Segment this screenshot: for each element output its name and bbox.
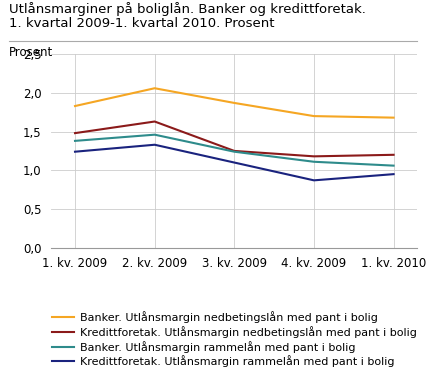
Banker. Utlånsmargin rammelån med pant i bolig — [152, 132, 157, 137]
Kredittforetak. Utlånsmargin nedbetingslån med pant i bolig — [72, 131, 78, 135]
Text: Prosent: Prosent — [9, 46, 53, 59]
Kredittforetak. Utlånsmargin nedbetingslån med pant i bolig — [152, 119, 157, 124]
Banker. Utlånsmargin nedbetingslån med pant i bolig — [72, 104, 78, 108]
Banker. Utlånsmargin rammelån med pant i bolig — [311, 159, 317, 164]
Text: Utlånsmarginer på boliglån. Banker og kredittforetak.: Utlånsmarginer på boliglån. Banker og kr… — [9, 2, 366, 16]
Kredittforetak. Utlånsmargin rammelån med pant i bolig — [72, 149, 78, 154]
Banker. Utlånsmargin nedbetingslån med pant i bolig — [311, 114, 317, 118]
Line: Kredittforetak. Utlånsmargin rammelån med pant i bolig: Kredittforetak. Utlånsmargin rammelån me… — [75, 145, 394, 180]
Banker. Utlånsmargin rammelån med pant i bolig — [232, 149, 237, 154]
Line: Banker. Utlånsmargin rammelån med pant i bolig: Banker. Utlånsmargin rammelån med pant i… — [75, 135, 394, 166]
Kredittforetak. Utlånsmargin rammelån med pant i bolig — [311, 178, 317, 183]
Banker. Utlånsmargin rammelån med pant i bolig — [72, 139, 78, 143]
Kredittforetak. Utlånsmargin rammelån med pant i bolig — [391, 172, 396, 176]
Banker. Utlånsmargin nedbetingslån med pant i bolig — [391, 115, 396, 120]
Kredittforetak. Utlånsmargin nedbetingslån med pant i bolig — [232, 149, 237, 153]
Kredittforetak. Utlånsmargin rammelån med pant i bolig — [232, 160, 237, 165]
Legend: Banker. Utlånsmargin nedbetingslån med pant i bolig, Kredittforetak. Utlånsmargi: Banker. Utlånsmargin nedbetingslån med p… — [52, 311, 417, 367]
Kredittforetak. Utlånsmargin nedbetingslån med pant i bolig — [311, 154, 317, 159]
Banker. Utlånsmargin rammelån med pant i bolig — [391, 163, 396, 168]
Line: Banker. Utlånsmargin nedbetingslån med pant i bolig: Banker. Utlånsmargin nedbetingslån med p… — [75, 88, 394, 118]
Line: Kredittforetak. Utlånsmargin nedbetingslån med pant i bolig: Kredittforetak. Utlånsmargin nedbetingsl… — [75, 122, 394, 156]
Kredittforetak. Utlånsmargin nedbetingslån med pant i bolig — [391, 152, 396, 157]
Banker. Utlånsmargin nedbetingslån med pant i bolig — [152, 86, 157, 91]
Text: 1. kvartal 2009-1. kvartal 2010. Prosent: 1. kvartal 2009-1. kvartal 2010. Prosent — [9, 17, 274, 31]
Banker. Utlånsmargin nedbetingslån med pant i bolig — [232, 101, 237, 105]
Kredittforetak. Utlånsmargin rammelån med pant i bolig — [152, 142, 157, 147]
